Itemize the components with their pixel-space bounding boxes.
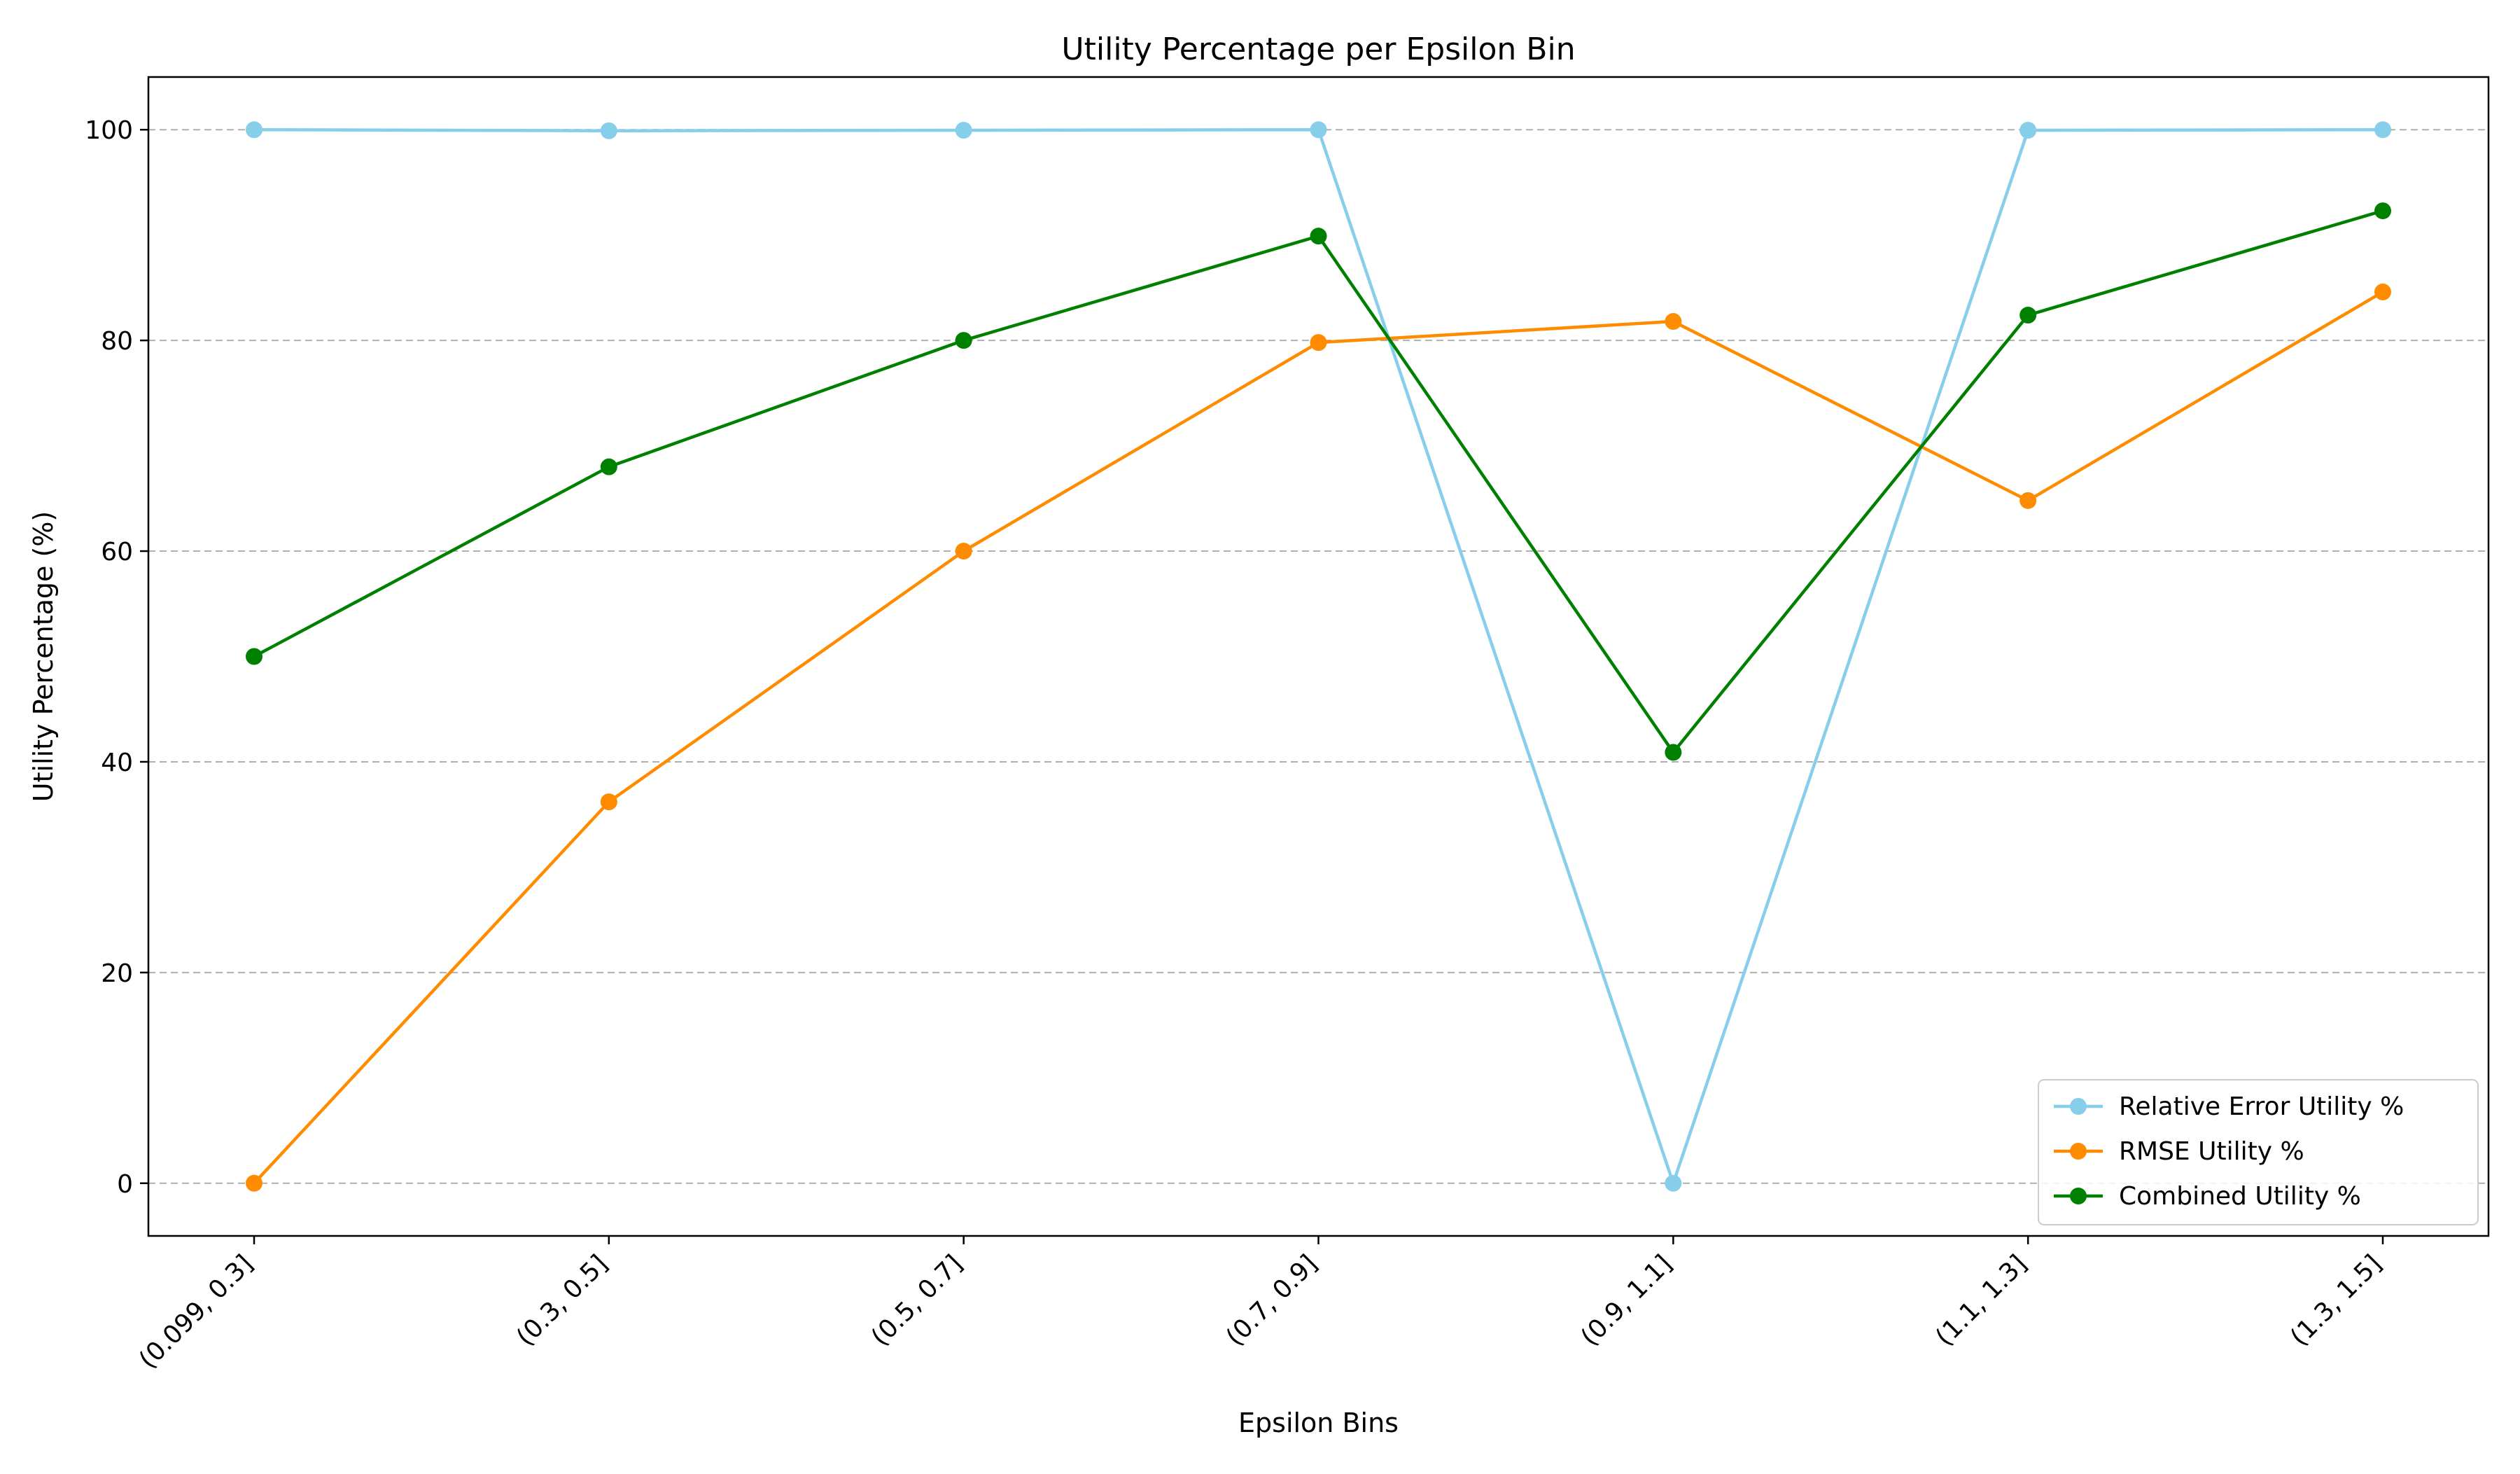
data-point (1310, 121, 1327, 139)
data-point (2019, 121, 2037, 139)
y-tick-label: 20 (101, 959, 133, 988)
data-point (600, 122, 617, 139)
data-point (1310, 228, 1327, 245)
series-layer (246, 121, 2391, 1192)
data-point (246, 1174, 262, 1192)
data-point (1665, 313, 1682, 331)
legend-label: Combined Utility % (2119, 1182, 2361, 1211)
legend: Relative Error Utility % RMSE Utility % Co… (2038, 1079, 2479, 1225)
data-point (955, 543, 972, 560)
legend-label: Relative Error Utility % (2119, 1092, 2404, 1121)
y-tick-label: 60 (101, 538, 133, 566)
series-relative-error-utility- (246, 121, 2391, 1192)
data-point (1310, 334, 1327, 352)
legend-box (2038, 1079, 2479, 1225)
data-point (246, 648, 262, 665)
legend-item: RMSE Utility % (2054, 1137, 2304, 1166)
y-tick-label: 0 (117, 1170, 133, 1199)
x-axis-label: Epsilon Bins (1238, 1407, 1399, 1438)
data-point (2019, 307, 2037, 324)
data-point (1665, 744, 1682, 761)
data-point (600, 793, 617, 811)
legend-swatch-marker (2070, 1143, 2087, 1160)
y-tick-label: 40 (101, 749, 133, 777)
legend-label: RMSE Utility % (2119, 1137, 2304, 1166)
y-tick-label: 80 (101, 327, 133, 356)
data-point (600, 458, 617, 475)
data-point (955, 332, 972, 349)
data-point (2374, 202, 2391, 220)
legend-item: Relative Error Utility % (2054, 1092, 2404, 1121)
legend-swatch-marker (2070, 1188, 2087, 1204)
data-point (2019, 492, 2037, 509)
y-tick-label: 100 (85, 116, 133, 145)
series-rmse-utility- (246, 283, 2391, 1192)
y-axis-label: Utility Percentage (%) (28, 511, 59, 802)
legend-item: Combined Utility % (2054, 1182, 2361, 1211)
legend-swatch-marker (2070, 1098, 2087, 1115)
data-point (955, 121, 972, 139)
data-point (246, 121, 262, 139)
series-combined-utility- (246, 202, 2391, 761)
data-point (2374, 283, 2391, 300)
data-point (1665, 1174, 1682, 1192)
chart-title: Utility Percentage per Epsilon Bin (1061, 32, 1575, 67)
data-point (2374, 121, 2391, 139)
